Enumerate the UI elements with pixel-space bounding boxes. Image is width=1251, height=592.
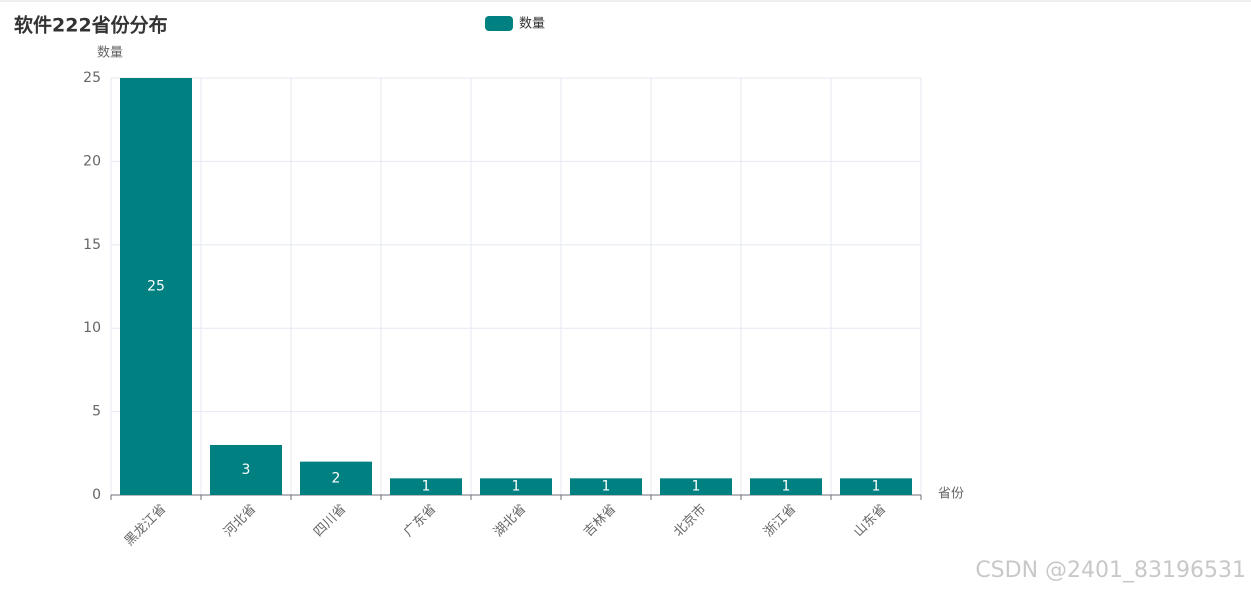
x-tick-label: 黑龙江省 bbox=[122, 502, 169, 549]
y-tick-label: 0 bbox=[92, 487, 101, 503]
data-label: 2 bbox=[332, 470, 341, 486]
bar bbox=[300, 461, 372, 495]
x-tick-label: 湖北省 bbox=[491, 502, 529, 540]
bar bbox=[660, 478, 732, 495]
y-tick-label: 20 bbox=[83, 153, 101, 169]
chart-title: 软件222省份分布 bbox=[14, 14, 168, 37]
bar bbox=[750, 478, 822, 495]
data-label: 3 bbox=[242, 462, 251, 478]
data-label: 1 bbox=[512, 479, 521, 495]
y-tick-label: 15 bbox=[83, 237, 101, 253]
bar bbox=[210, 444, 282, 495]
x-tick-label: 广东省 bbox=[401, 502, 439, 540]
y-tick-label: 25 bbox=[83, 70, 101, 86]
x-tick-label: 北京市 bbox=[670, 501, 709, 540]
legend-label: 数量 bbox=[519, 17, 545, 32]
data-label: 1 bbox=[692, 479, 701, 495]
x-tick-label: 河北省 bbox=[221, 502, 259, 540]
data-label: 1 bbox=[422, 479, 431, 495]
data-label: 1 bbox=[602, 479, 611, 495]
y-tick-label: 10 bbox=[83, 320, 101, 336]
y-axis-label: 数量 bbox=[97, 46, 123, 61]
bar bbox=[840, 478, 912, 495]
bar bbox=[120, 78, 192, 495]
x-tick-label: 吉林省 bbox=[581, 502, 619, 540]
x-tick-label: 浙江省 bbox=[761, 502, 799, 540]
x-tick-label: 四川省 bbox=[311, 502, 349, 540]
data-label: 1 bbox=[782, 479, 791, 495]
bar bbox=[390, 478, 462, 495]
bar bbox=[480, 478, 552, 495]
x-tick-label: 山东省 bbox=[851, 502, 889, 540]
data-label: 1 bbox=[872, 479, 881, 495]
x-axis-label: 省份 bbox=[938, 487, 964, 502]
watermark: CSDN @2401_83196531 bbox=[975, 558, 1246, 583]
bar bbox=[570, 478, 642, 495]
legend-swatch bbox=[485, 16, 513, 31]
y-tick-label: 5 bbox=[92, 404, 101, 420]
data-label: 25 bbox=[147, 279, 165, 295]
